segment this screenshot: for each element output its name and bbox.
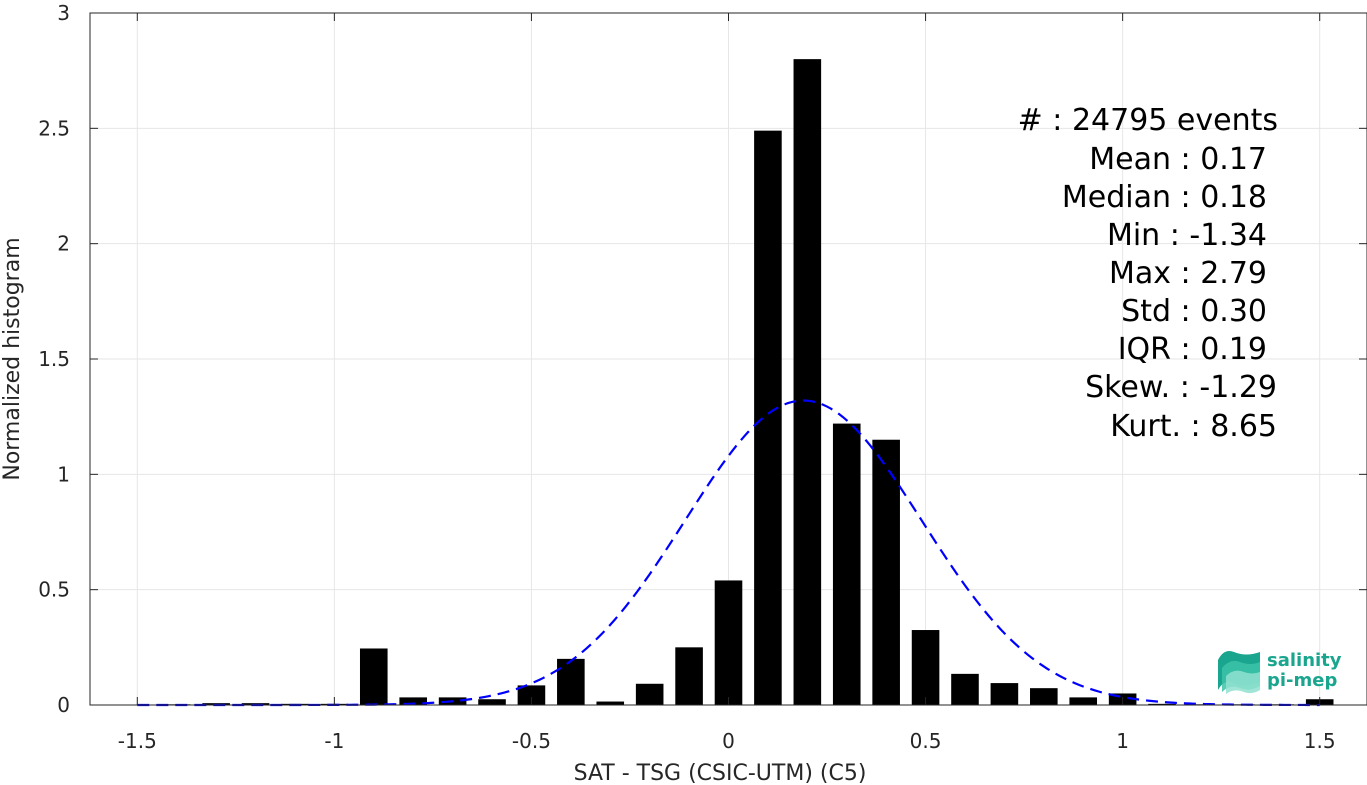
x-axis-label: SAT - TSG (CSIC-UTM) (C5) xyxy=(574,761,867,785)
histogram-bar xyxy=(911,630,940,705)
histogram-bar xyxy=(872,439,900,705)
histogram-bar xyxy=(478,699,506,705)
histogram-bar xyxy=(990,683,1019,705)
x-tick-label: -1.5 xyxy=(118,729,157,753)
stat-max: Max : 2.79 xyxy=(1109,256,1267,291)
stat-min: Min : -1.34 xyxy=(1107,218,1267,253)
y-tick-label: 1.5 xyxy=(38,347,70,371)
y-tick-label: 0.5 xyxy=(38,578,70,602)
statistics-annotation: # : 24795 events Mean : 0.17 Median : 0.… xyxy=(1018,103,1278,444)
x-tick-label: 0.5 xyxy=(910,729,942,753)
histogram-bar xyxy=(557,658,585,705)
histogram-bar xyxy=(1148,703,1176,705)
x-tick-label: 1 xyxy=(1116,729,1129,753)
stat-mean: Mean : 0.17 xyxy=(1089,142,1267,177)
histogram-bar xyxy=(596,701,625,705)
histogram-bar xyxy=(951,673,979,705)
axis-ticks: -1.5 -1 -0.5 0 0.5 1 1.5 0 0.5 1 1.5 2 2.5 3 xyxy=(38,1,1367,753)
histogram-bar xyxy=(832,423,861,705)
logo-line1: salinity xyxy=(1267,650,1342,671)
stat-events: # : 24795 events xyxy=(1018,103,1278,138)
histogram-bar xyxy=(714,580,743,705)
logo-line2: pi-mep xyxy=(1267,670,1337,691)
x-tick-label: 1.5 xyxy=(1304,729,1336,753)
y-tick-label: 2.5 xyxy=(38,116,70,140)
x-tick-label: -0.5 xyxy=(512,729,551,753)
histogram-bar xyxy=(675,647,703,705)
histogram-bar xyxy=(754,130,782,705)
histogram-bars xyxy=(162,59,1334,705)
histogram-bar xyxy=(793,59,822,705)
x-tick-label: -1 xyxy=(324,729,344,753)
histogram-bar xyxy=(359,648,388,705)
histogram-bar xyxy=(1030,688,1058,705)
y-axis-label: Normalized histogram xyxy=(0,237,25,480)
stat-kurt: Kurt. : 8.65 xyxy=(1110,409,1277,444)
histogram-bar xyxy=(1069,697,1098,705)
stat-std: Std : 0.30 xyxy=(1121,294,1267,329)
stat-median: Median : 0.18 xyxy=(1062,180,1267,215)
x-tick-label: 0 xyxy=(722,729,735,753)
histogram-bar xyxy=(517,685,546,705)
stat-iqr: IQR : 0.19 xyxy=(1118,332,1267,367)
histogram-bar xyxy=(635,683,664,705)
salinity-pi-mep-logo: salinity pi-mep xyxy=(1218,650,1342,694)
stat-skew: Skew. : -1.29 xyxy=(1085,370,1277,405)
wave-icon xyxy=(1218,651,1260,694)
histogram-bar xyxy=(399,697,427,705)
y-tick-label: 0 xyxy=(57,693,70,717)
y-tick-label: 3 xyxy=(57,1,70,25)
y-tick-label: 1 xyxy=(57,462,70,486)
y-tick-label: 2 xyxy=(57,232,70,256)
